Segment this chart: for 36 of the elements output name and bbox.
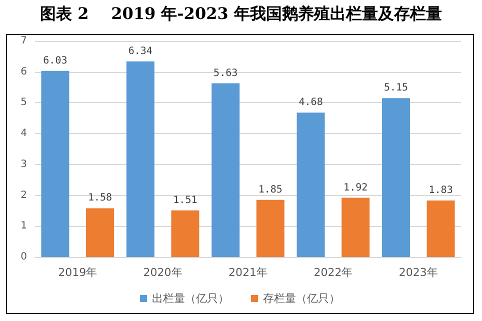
legend-label: 出栏量（亿只） (152, 292, 229, 305)
y-tick-label: 3 (20, 158, 27, 170)
bar (342, 198, 370, 257)
data-label: 1.83 (428, 185, 453, 196)
legend-label: 存栏量（亿只） (263, 292, 340, 305)
x-tick-label: 2019年 (58, 266, 98, 279)
bar (126, 61, 154, 257)
y-tick-label: 1 (20, 220, 27, 232)
chart-title: 图表 2 2019 年-2023 年我国鹅养殖出栏量及存栏量 (39, 4, 443, 25)
bar (171, 210, 200, 257)
x-tick-label: 2023年 (398, 266, 438, 279)
bar (86, 208, 114, 257)
x-tick-label: 2022年 (314, 266, 353, 279)
bar (212, 83, 240, 257)
y-tick-label: 6 (20, 66, 27, 78)
bar (41, 70, 70, 257)
data-label: 1.51 (173, 194, 198, 206)
data-label: 4.68 (298, 97, 323, 108)
bar (426, 200, 455, 257)
data-label: 1.58 (88, 192, 112, 204)
y-tick-label: 0 (20, 252, 27, 262)
bar (382, 98, 410, 257)
bar (296, 112, 325, 257)
x-tick-label: 2020年 (143, 266, 182, 279)
data-label: 6.34 (128, 46, 152, 57)
data-label: 5.15 (384, 82, 408, 94)
data-label: 1.85 (258, 184, 282, 196)
x-tick-label: 2021年 (228, 266, 268, 279)
data-label: 5.63 (214, 68, 238, 79)
y-tick-label: 4 (20, 128, 27, 140)
data-label: 6.03 (43, 55, 68, 66)
y-tick-label: 5 (20, 97, 27, 108)
bar (256, 200, 284, 257)
data-label: 1.92 (344, 182, 368, 194)
y-tick-label: 7 (20, 36, 27, 46)
y-tick-label: 2 (20, 190, 27, 201)
